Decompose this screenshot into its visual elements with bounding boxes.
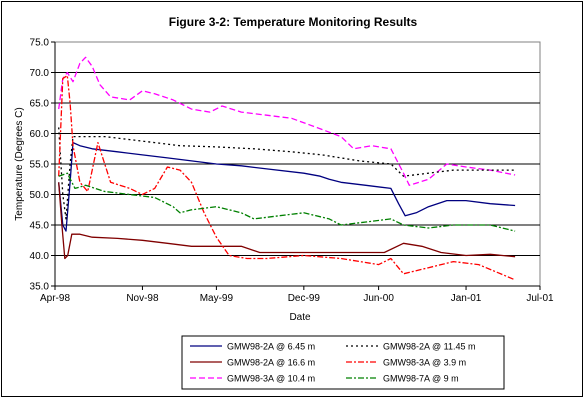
x-tick-label: Apr-98 [40,293,70,304]
legend-label: GMW98-3A @ 3.9 m [383,358,466,368]
legend-label: GMW98-2A @ 16.6 m [227,358,315,368]
legend-label: GMW98-2A @ 6.45 m [227,342,315,352]
legend-label: GMW98-2A @ 11.45 m [383,342,476,352]
legend-box [181,335,505,390]
y-tick-label: 40.0 [30,251,50,262]
y-tick-label: 70.0 [30,68,50,79]
y-tick-label: 45.0 [30,221,50,232]
x-axis-label: Date [289,312,311,323]
x-tick-label: May-99 [200,293,234,304]
x-tick-label: Jun-00 [363,293,394,304]
series-line [58,141,516,232]
series-group [58,56,516,281]
x-tick-label: Dec-99 [288,293,321,304]
y-tick-label: 55.0 [30,160,50,171]
x-tick-label: Jul-01 [526,293,554,304]
y-tick-label: 60.0 [30,129,50,140]
axis-ticks: 35.0 40.0 45.0 50.0 55.0 60.0 65.0 70.0 75.0 Apr-… [30,38,555,305]
y-tick-label: 35.0 [30,282,50,293]
series-line [58,127,516,220]
y-tick-label: 75.0 [30,38,50,49]
series-line [58,172,516,232]
y-tick-label: 65.0 [30,99,50,110]
legend: GMW98-2A @ 6.45 m GMW98-2A @ 16.6 m GMW98-… [181,335,505,390]
y-tick-label: 50.0 [30,190,50,201]
series-line [58,56,516,186]
x-tick-label: Nov-98 [126,293,159,304]
legend-label: GMW98-3A @ 10.4 m [227,374,315,384]
y-axis-label: Temperature (Degrees C) [14,107,25,220]
series-line [58,74,516,281]
series-line [58,182,516,260]
grid-lines [55,72,540,256]
x-tick-label: Jan-01 [451,293,482,304]
chart-title: Figure 3-2: Temperature Monitoring Resul… [169,15,418,29]
legend-label: GMW98-7A @ 9 m [383,374,459,384]
